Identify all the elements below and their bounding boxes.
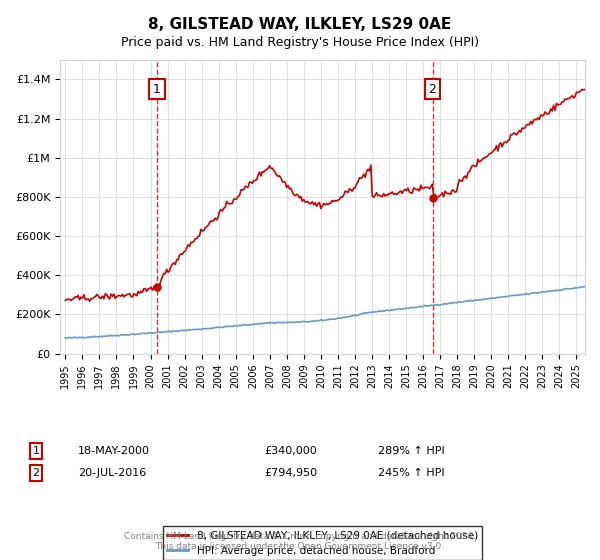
Text: £340,000: £340,000 — [264, 446, 317, 456]
Text: 8, GILSTEAD WAY, ILKLEY, LS29 0AE: 8, GILSTEAD WAY, ILKLEY, LS29 0AE — [148, 17, 452, 32]
Text: 20-JUL-2016: 20-JUL-2016 — [78, 468, 146, 478]
Text: 289% ↑ HPI: 289% ↑ HPI — [378, 446, 445, 456]
Legend: 8, GILSTEAD WAY, ILKLEY, LS29 0AE (detached house), HPI: Average price, detached: 8, GILSTEAD WAY, ILKLEY, LS29 0AE (detac… — [163, 526, 482, 560]
Text: 2: 2 — [32, 468, 40, 478]
Text: £794,950: £794,950 — [264, 468, 317, 478]
Text: Contains HM Land Registry data © Crown copyright and database right 2024.
This d: Contains HM Land Registry data © Crown c… — [124, 532, 476, 552]
Text: 245% ↑ HPI: 245% ↑ HPI — [378, 468, 445, 478]
Text: 18-MAY-2000: 18-MAY-2000 — [78, 446, 150, 456]
Text: 1: 1 — [153, 83, 161, 96]
Text: 1: 1 — [32, 446, 40, 456]
Text: 2: 2 — [428, 83, 436, 96]
Text: Price paid vs. HM Land Registry's House Price Index (HPI): Price paid vs. HM Land Registry's House … — [121, 36, 479, 49]
